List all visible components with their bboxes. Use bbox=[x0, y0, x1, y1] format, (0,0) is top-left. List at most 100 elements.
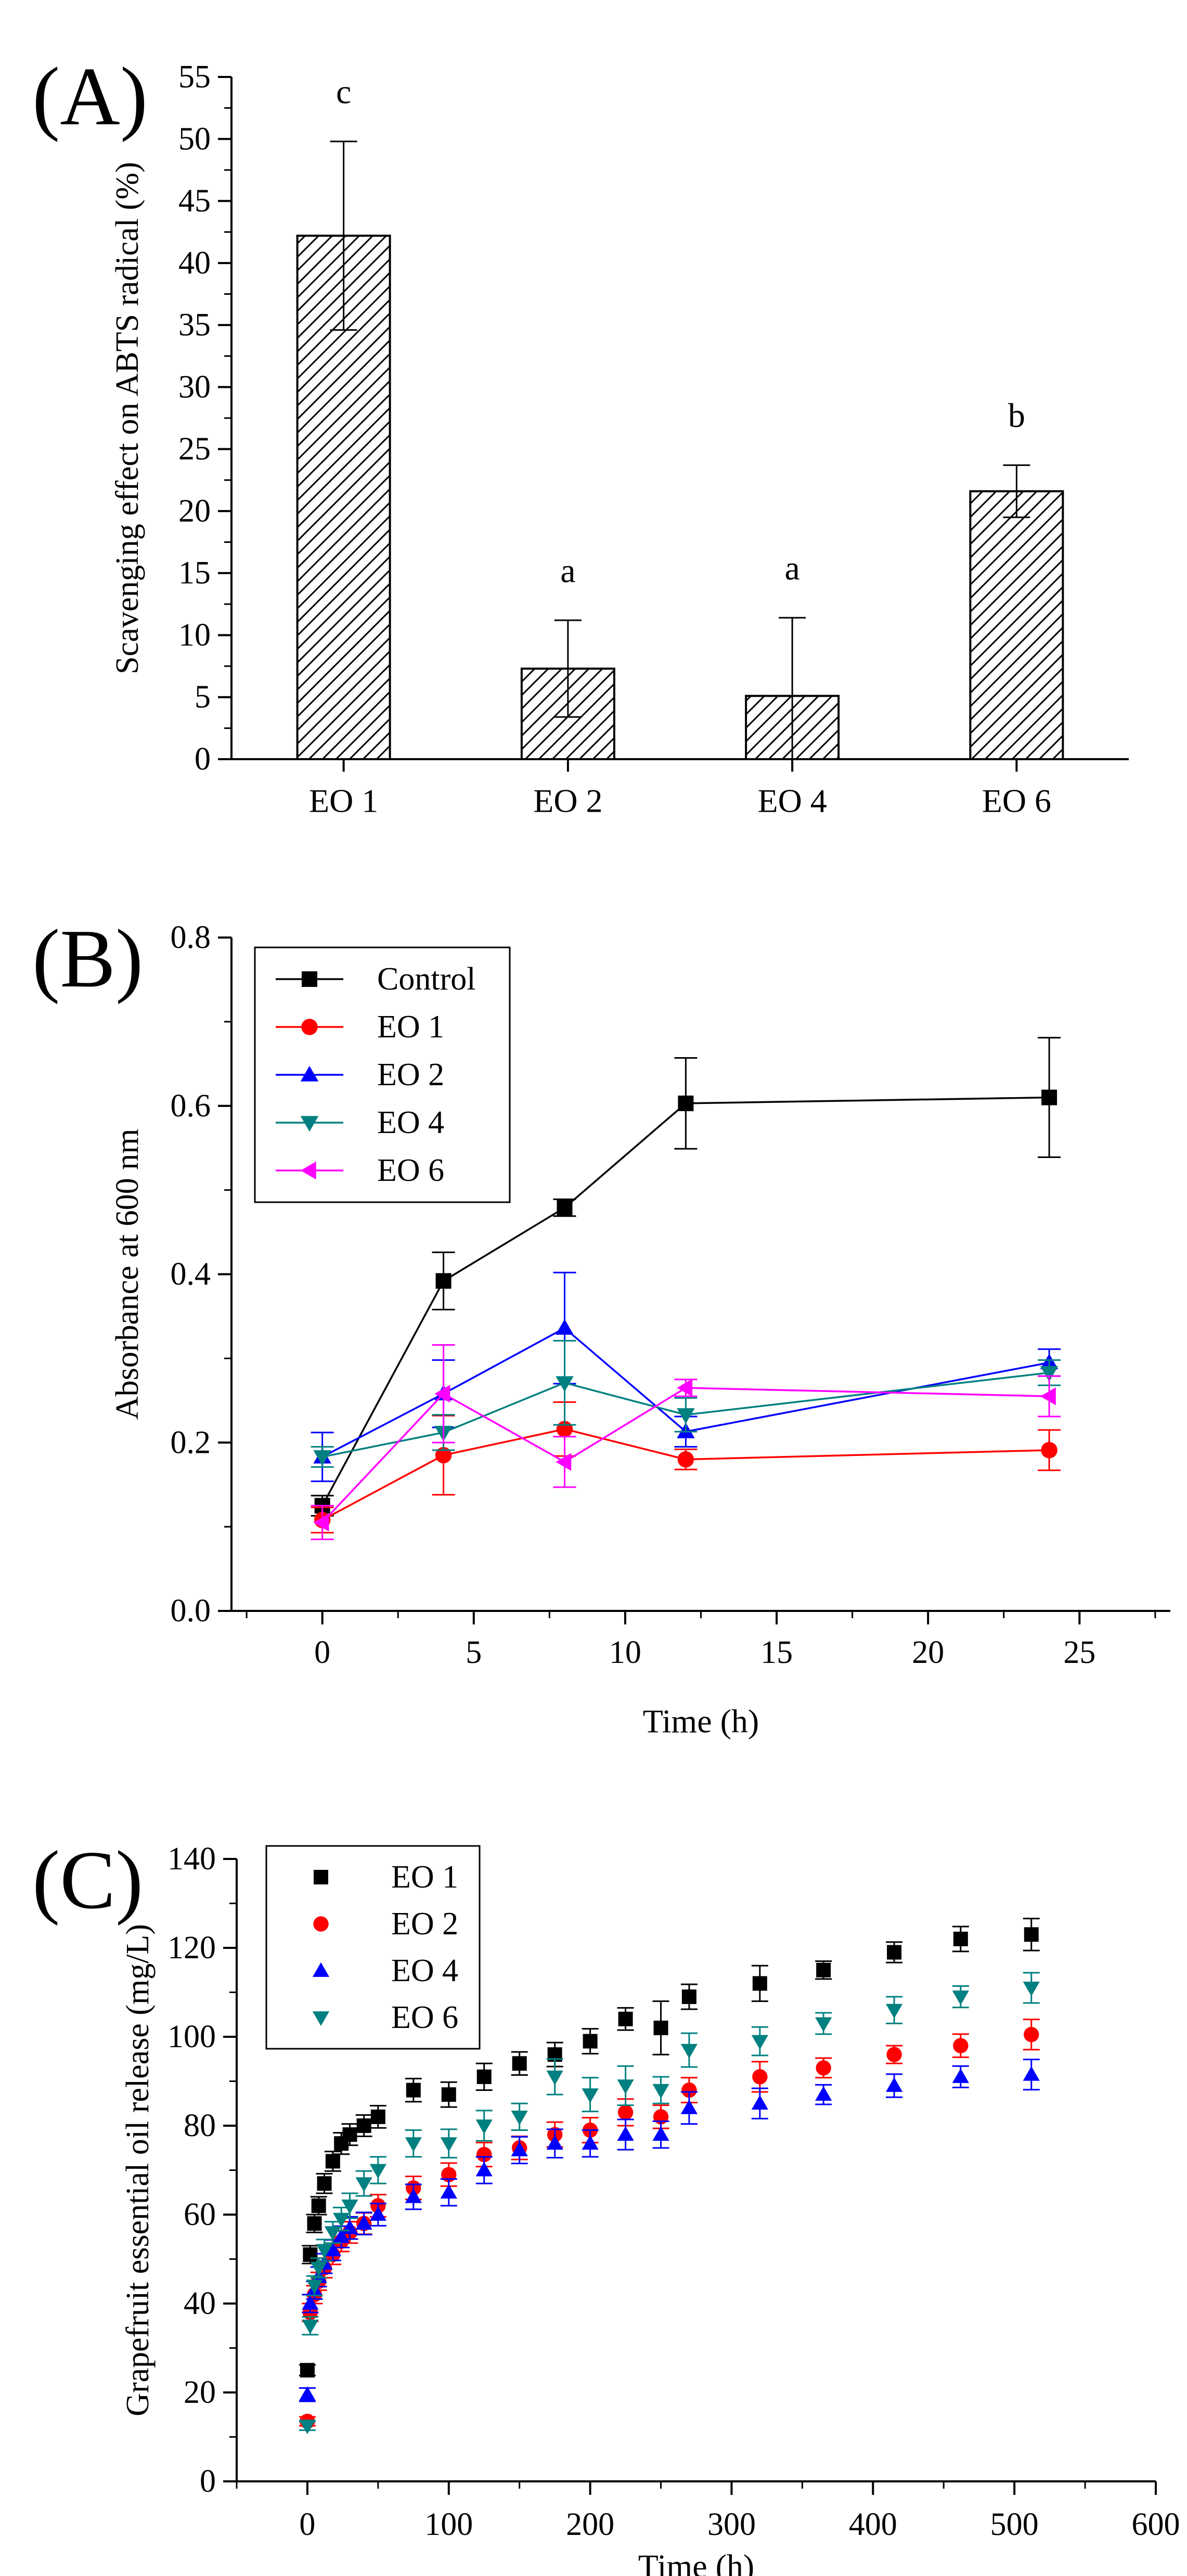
series-eo-4 bbox=[311, 1339, 1061, 1468]
bar bbox=[969, 490, 1064, 760]
data-point bbox=[582, 2135, 599, 2150]
legend-marker bbox=[300, 1161, 316, 1180]
panel-label: (A) bbox=[32, 50, 148, 142]
data-point bbox=[677, 1408, 695, 1424]
data-point bbox=[303, 2247, 318, 2262]
y-tick-label: 0 bbox=[195, 741, 211, 777]
y-tick-label: 0 bbox=[200, 2464, 216, 2499]
data-point bbox=[1040, 1366, 1059, 1382]
data-point bbox=[952, 1990, 969, 2006]
x-tick-label: 20 bbox=[912, 1635, 944, 1670]
x-tick-label: 25 bbox=[1063, 1635, 1095, 1670]
x-tick-label: EO 6 bbox=[982, 783, 1051, 819]
data-point bbox=[310, 2261, 327, 2276]
legend-label: Control bbox=[377, 961, 475, 997]
x-tick-label: 0 bbox=[314, 1635, 330, 1670]
panel-label: (C) bbox=[32, 1833, 143, 1926]
x-tick-label: 200 bbox=[566, 2507, 614, 2542]
y-axis-label: Grapefruit essential oil release (mg/L) bbox=[120, 1924, 156, 2416]
data-point bbox=[652, 2084, 669, 2099]
x-tick-label: 400 bbox=[849, 2507, 897, 2542]
data-point bbox=[617, 2079, 634, 2094]
legend-label: EO 1 bbox=[377, 1009, 444, 1045]
data-point bbox=[681, 2082, 697, 2098]
x-tick-label: 100 bbox=[424, 2507, 473, 2542]
panel-label: (B) bbox=[32, 912, 143, 1005]
data-point bbox=[1023, 2066, 1040, 2081]
data-point bbox=[302, 2319, 319, 2334]
data-point bbox=[652, 2126, 669, 2141]
data-point bbox=[677, 1451, 694, 1468]
legend-label: EO 4 bbox=[377, 1105, 444, 1140]
y-tick-label: 50 bbox=[178, 121, 211, 157]
y-tick-label: 100 bbox=[167, 2019, 216, 2054]
data-point bbox=[333, 2213, 350, 2228]
y-tick-label: 0.2 bbox=[171, 1425, 211, 1460]
y-tick-label: 35 bbox=[178, 307, 211, 343]
data-point bbox=[313, 1513, 329, 1532]
data-point bbox=[369, 2164, 386, 2179]
data-point bbox=[435, 1273, 451, 1289]
legend-marker bbox=[300, 1116, 319, 1132]
legend-box bbox=[265, 1845, 481, 2050]
legend-label: EO 1 bbox=[391, 1859, 458, 1895]
series-eo-6 bbox=[299, 1972, 1040, 2435]
legend-marker bbox=[312, 2011, 330, 2026]
x-tick-label: EO 4 bbox=[757, 783, 827, 819]
y-tick-label: 55 bbox=[178, 59, 211, 95]
data-point bbox=[405, 2137, 422, 2152]
significance-letter: c bbox=[336, 73, 351, 111]
data-point bbox=[617, 2104, 634, 2120]
data-point bbox=[299, 2419, 316, 2435]
data-point bbox=[317, 2176, 332, 2191]
data-point bbox=[324, 2242, 341, 2257]
y-tick-label: 45 bbox=[178, 184, 211, 219]
data-point bbox=[1024, 1927, 1039, 1942]
legend-marker bbox=[301, 1019, 318, 1035]
x-tick-label: 500 bbox=[990, 2507, 1039, 2542]
y-tick-label: 0.4 bbox=[171, 1257, 211, 1292]
data-point bbox=[406, 2083, 421, 2098]
data-point bbox=[302, 2295, 319, 2310]
data-point bbox=[952, 2068, 969, 2083]
data-point bbox=[677, 1378, 693, 1397]
data-point bbox=[885, 2077, 903, 2092]
x-tick-label: 5 bbox=[466, 1635, 482, 1670]
data-point bbox=[815, 2017, 832, 2032]
data-point bbox=[476, 2146, 492, 2163]
data-point bbox=[511, 2111, 528, 2125]
x-tick-label: EO 2 bbox=[533, 783, 602, 819]
data-point bbox=[476, 2069, 492, 2084]
legend-marker bbox=[300, 1065, 319, 1082]
y-tick-label: 15 bbox=[178, 555, 211, 591]
x-tick-label: EO 1 bbox=[309, 783, 378, 819]
y-tick-label: 140 bbox=[167, 1841, 216, 1877]
data-point bbox=[582, 2088, 599, 2103]
y-tick-label: 40 bbox=[184, 2286, 216, 2321]
data-point bbox=[512, 2056, 527, 2071]
y-tick-label: 25 bbox=[178, 432, 211, 467]
panel-c-scatter-chart: (C) 0 20 40 60 80 100 120 140 0 100 200 300 400 500 600… bbox=[32, 1833, 1180, 2576]
y-tick-label: 0.8 bbox=[171, 920, 211, 955]
data-point bbox=[618, 2011, 633, 2026]
x-axis-label: Time (h) bbox=[638, 2548, 754, 2576]
data-point bbox=[751, 2095, 768, 2110]
legend-marker bbox=[312, 1962, 330, 1977]
data-point bbox=[816, 2060, 831, 2076]
y-axis-label: Absorbance at 600 nm bbox=[110, 1129, 145, 1420]
legend-marker bbox=[302, 971, 317, 987]
legend: Control EO 1 EO 2 EO 4 EO 6 bbox=[254, 946, 511, 1203]
y-tick-label: 30 bbox=[178, 369, 211, 405]
data-point bbox=[681, 1989, 696, 2005]
y-tick-label: 120 bbox=[167, 1930, 216, 1966]
data-point bbox=[557, 1200, 573, 1216]
data-point bbox=[953, 2038, 969, 2053]
data-point bbox=[511, 2141, 528, 2156]
significance-letter: b bbox=[1008, 397, 1025, 435]
data-point bbox=[887, 1945, 902, 1960]
data-point bbox=[306, 2279, 323, 2294]
data-point bbox=[751, 2035, 768, 2050]
data-point bbox=[435, 1447, 452, 1464]
data-point bbox=[1041, 1442, 1057, 1459]
y-tick-label: 5 bbox=[195, 680, 211, 715]
